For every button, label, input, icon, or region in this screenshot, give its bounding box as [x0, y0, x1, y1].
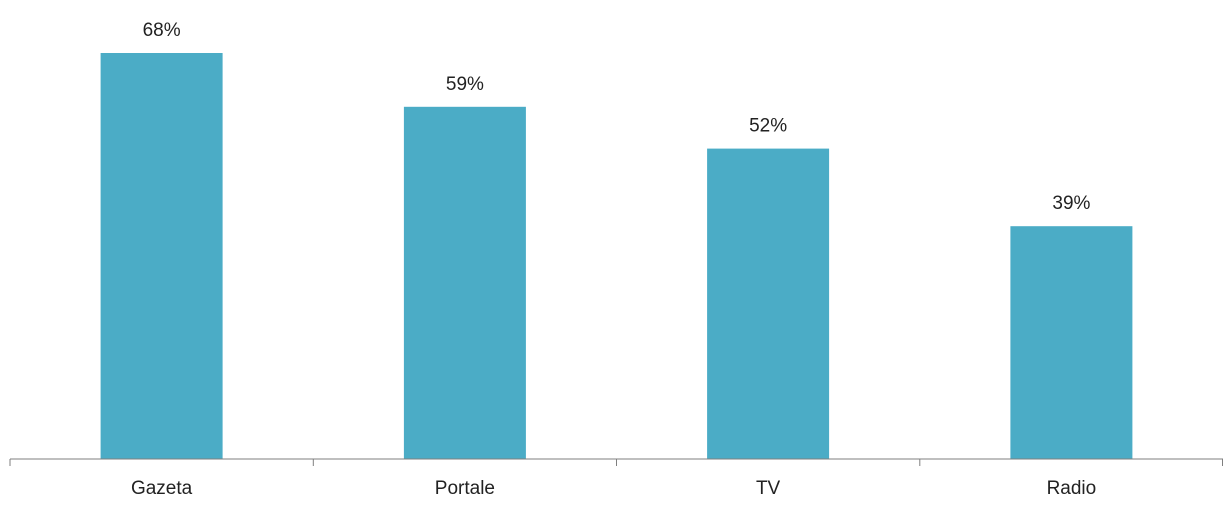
x-axis	[9, 458, 1223, 466]
bars-layer	[100, 53, 1133, 460]
category-label-portale: Portale	[435, 478, 495, 499]
category-label-tv: TV	[756, 478, 781, 499]
bar-tv	[707, 148, 830, 459]
category-label-radio: Radio	[1047, 478, 1097, 499]
value-label-radio: 39%	[1052, 193, 1090, 214]
value-label-gazeta: 68%	[143, 20, 181, 41]
bar-gazeta	[100, 53, 223, 459]
value-label-portale: 59%	[446, 74, 484, 95]
category-label-gazeta: Gazeta	[131, 478, 193, 499]
category-labels-layer: Gazeta Portale TV Radio	[131, 478, 1096, 499]
bar-radio	[1010, 226, 1133, 459]
value-labels-layer: 68% 59% 52% 39%	[143, 20, 1091, 214]
value-label-tv: 52%	[749, 116, 787, 137]
bar-portale	[403, 106, 526, 460]
